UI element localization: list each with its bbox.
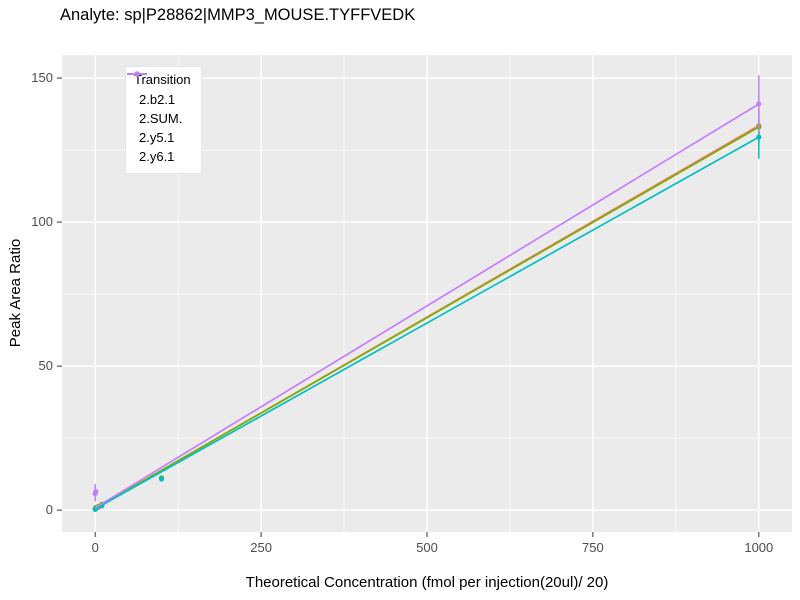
y-axis-title: Peak Area Ratio [7,238,24,348]
series-3-point [93,489,99,495]
legend-label: 2.y5.1 [139,130,175,145]
y-tick-label: 100 [31,214,53,229]
legend-label: 2.SUM. [139,111,183,126]
x-tick-label: 1000 [744,540,773,555]
legend-label: 2.b2.1 [139,92,176,107]
legend-items: 2.b2.1 2.SUM. 2.y5.1 2.y6.1 [127,71,191,166]
y-tick-label: 50 [39,358,53,373]
legend: Transition 2.b2.1 2.SUM. 2.y5.1 2.y6.1 [125,66,202,174]
y-tick-label: 150 [31,70,53,85]
legend-item-0: 2.b2.1 [127,71,191,109]
x-axis-title: Theoretical Concentration (fmol per inje… [245,574,609,591]
legend-item-1: 2.SUM. [127,71,191,128]
chart-title: Analyte: sp|P28862|MMP3_MOUSE.TYFFVEDK [60,6,416,24]
series-1-line [94,126,760,510]
legend-title: Transition [134,72,191,87]
x-tick-label: 750 [582,540,604,555]
series-2-point [756,134,762,140]
x-tick-label: 250 [250,540,272,555]
series-2-line [94,136,760,510]
series-3-line [94,103,760,509]
legend-item-2: 2.y5.1 [127,71,191,147]
legend-label: 2.y6.1 [139,149,175,164]
legend-item-3: 2.y6.1 [127,71,191,166]
x-tick-label: 500 [416,540,438,555]
legend-key-icon [127,71,147,77]
x-tick-label: 0 [92,540,99,555]
series-3-point [756,101,762,107]
y-tick-label: 0 [46,502,53,517]
series-2-point [158,476,165,482]
